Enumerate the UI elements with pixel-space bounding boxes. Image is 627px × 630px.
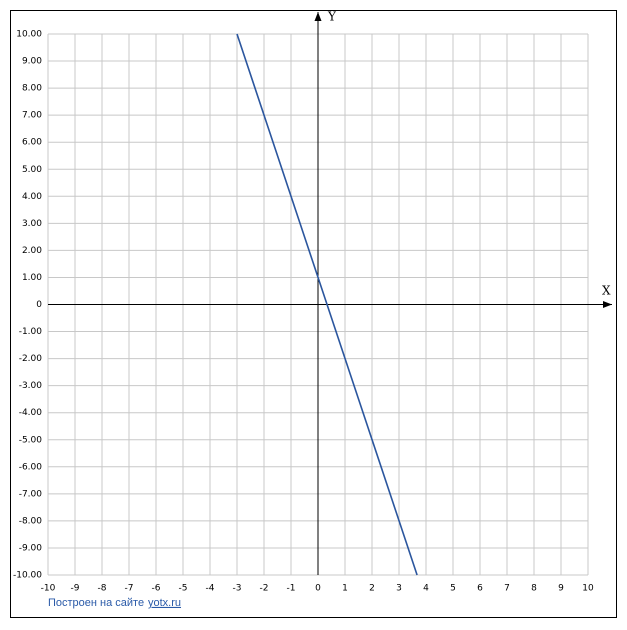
y-tick-label: -8.00 — [19, 516, 43, 526]
y-tick-label: -4.00 — [19, 408, 43, 418]
y-tick-label: 1.00 — [22, 273, 42, 283]
y-tick-label: 7.00 — [22, 111, 42, 121]
y-tick-label: -6.00 — [19, 462, 43, 472]
credit-link[interactable]: yotx.ru — [148, 597, 181, 609]
x-tick-label: 5 — [450, 584, 456, 594]
x-tick-label: -6 — [152, 584, 161, 594]
x-tick-label: 8 — [531, 584, 537, 594]
y-tick-label: 5.00 — [22, 165, 42, 175]
x-tick-label: -5 — [179, 584, 188, 594]
y-tick-label: 6.00 — [22, 138, 42, 148]
y-arrow — [314, 12, 322, 21]
x-tick-label: -7 — [125, 584, 134, 594]
x-tick-label: -4 — [206, 584, 215, 594]
x-tick-label: -8 — [98, 584, 107, 594]
y-tick-label: -9.00 — [19, 543, 43, 553]
y-tick-label: 9.00 — [22, 57, 42, 67]
y-tick-label: 0 — [36, 300, 42, 310]
frame — [10, 10, 617, 618]
line — [236, 33, 418, 576]
y-tick-label: -7.00 — [19, 489, 43, 499]
y-tick-label: 8.00 — [22, 84, 42, 94]
x-arrow — [603, 301, 612, 308]
x-tick-label: 7 — [504, 584, 510, 594]
y-tick-label: 2.00 — [22, 246, 42, 256]
y-tick-label: -1.00 — [19, 327, 43, 337]
axes — [48, 12, 612, 575]
x-axis-label: X — [602, 284, 611, 298]
x-tick-label: -2 — [260, 584, 269, 594]
x-tick-label: 2 — [369, 584, 375, 594]
x-tick-label: 10 — [582, 584, 594, 594]
x-tick-label: 6 — [477, 584, 483, 594]
credit-text: Построен на сайте — [48, 597, 144, 609]
x-tick-label: 0 — [315, 584, 321, 594]
y-tick-label: 3.00 — [22, 219, 42, 229]
x-tick-label: 1 — [342, 584, 348, 594]
x-tick-label: -3 — [233, 584, 242, 594]
x-tick-label: -1 — [287, 584, 296, 594]
y-tick-label: 4.00 — [22, 192, 42, 202]
y-tick-label: -2.00 — [19, 354, 43, 364]
x-tick-label: 9 — [558, 584, 564, 594]
y-axis-label: Y — [327, 10, 337, 24]
x-tick-label: 3 — [396, 584, 402, 594]
y-tick-label: -5.00 — [19, 435, 43, 445]
x-tick-label: -9 — [71, 584, 80, 594]
y-tick-label: -10.00 — [13, 571, 42, 581]
x-tick-label: -10 — [41, 584, 56, 594]
x-tick-label: 4 — [423, 584, 429, 594]
y-tick-label: 10.00 — [16, 30, 42, 40]
y-tick-label: -3.00 — [19, 381, 43, 391]
